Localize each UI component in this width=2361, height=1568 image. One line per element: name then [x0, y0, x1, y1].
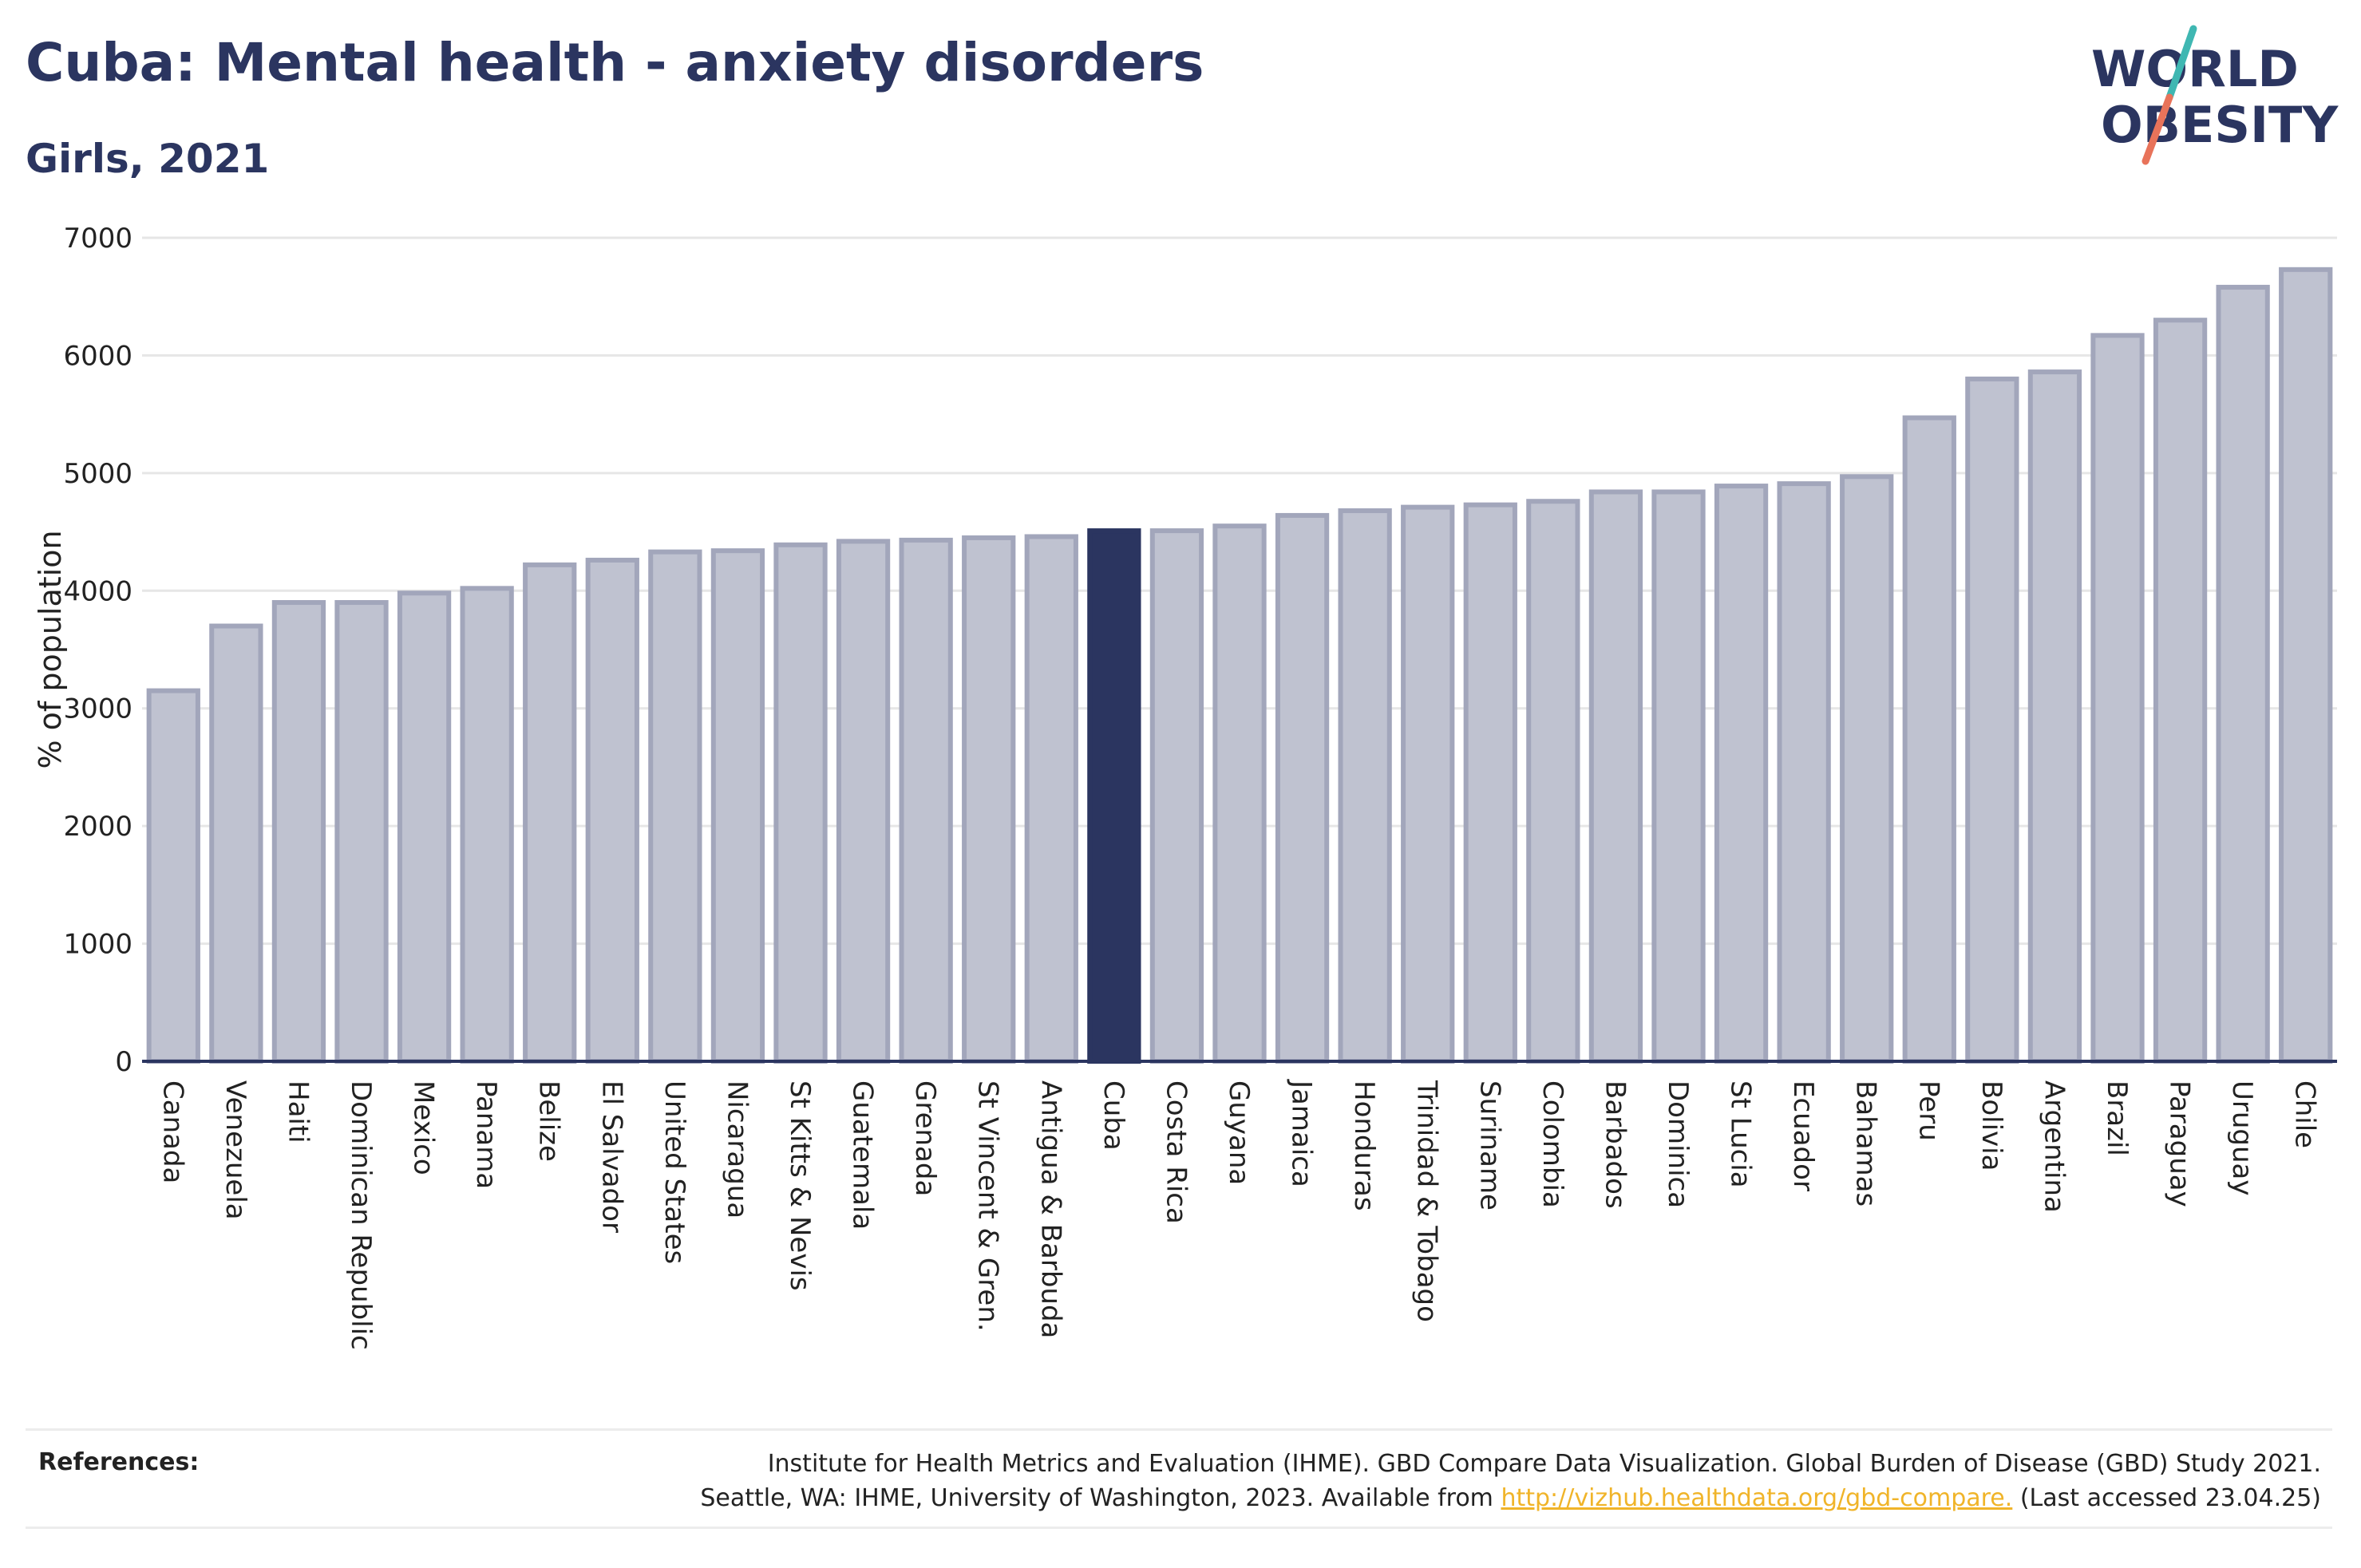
bar-chile	[2279, 267, 2333, 1064]
chart-title: Cuba: Mental health - anxiety disorders	[26, 32, 1204, 93]
bar-jamaica	[1275, 512, 1330, 1064]
bar-bahamas	[1840, 474, 1894, 1064]
reference-line-2: Seattle, WA: IHME, University of Washing…	[700, 1481, 2321, 1515]
logo-slash-coral	[2142, 93, 2173, 165]
reference-line-1: Institute for Health Metrics and Evaluat…	[767, 1450, 2321, 1478]
bar-st-lucia	[1714, 484, 1769, 1064]
bar-st-vincent-gren-	[962, 535, 1016, 1064]
bar-cuba	[1087, 528, 1141, 1064]
x-tick-label: Uruguay	[2226, 1080, 2258, 1196]
x-tick-label: Grenada	[909, 1080, 941, 1196]
x-tick-label: El Salvador	[595, 1080, 627, 1233]
x-tick-label: Canada	[156, 1080, 188, 1183]
bar-antigua-barbuda	[1024, 534, 1078, 1064]
reference-line-2-end: (Last accessed 23.04.25)	[2012, 1484, 2321, 1512]
bar-barbados	[1588, 489, 1643, 1064]
x-tick-label: Colombia	[1536, 1080, 1568, 1208]
logo-line-2: OBESITY	[2101, 96, 2339, 154]
x-tick-label: Haiti	[282, 1080, 314, 1143]
x-tick-label: Honduras	[1348, 1080, 1380, 1211]
y-tick-label: 6000	[63, 340, 132, 372]
x-tick-label: Bolivia	[1975, 1080, 2007, 1171]
bar-mexico	[397, 590, 452, 1064]
x-tick-label: Nicaragua	[721, 1080, 753, 1218]
bar-grenada	[899, 537, 953, 1064]
bars	[146, 267, 2333, 1064]
x-tick-label: St Vincent & Gren.	[972, 1080, 1004, 1332]
bar-el-salvador	[585, 557, 639, 1064]
x-tick-label: Mexico	[408, 1080, 440, 1175]
bar-canada	[146, 688, 200, 1064]
bar-panama	[460, 586, 514, 1064]
bar-trinidad-tobago	[1401, 504, 1455, 1064]
x-tick-label: Chile	[2289, 1080, 2321, 1148]
bar-bolivia	[1965, 376, 2019, 1064]
x-tick-label: Barbados	[1599, 1080, 1631, 1209]
bar-dominican-republic	[334, 600, 389, 1064]
x-tick-label: Panama	[470, 1080, 502, 1189]
bar-nicaragua	[710, 548, 765, 1064]
bar-honduras	[1338, 508, 1392, 1064]
x-tick-label: Trinidad & Tobago	[1411, 1080, 1443, 1322]
y-axis-title: % of population	[33, 530, 68, 768]
x-tick-label: St Lucia	[1725, 1080, 1757, 1188]
bar-colombia	[1526, 499, 1580, 1064]
x-tick-label: Peru	[1912, 1080, 1944, 1141]
x-tick-label: Costa Rica	[1160, 1080, 1192, 1224]
references-box: References: Institute for Health Metrics…	[26, 1428, 2332, 1529]
x-tick-label: United States	[658, 1080, 690, 1264]
logo-slash-teal	[2165, 25, 2197, 101]
tick-labels: 0 1000 2000 3000 4000 5000 6000 7000 % of popula…	[33, 223, 2321, 1350]
references-text: Institute for Health Metrics and Evaluat…	[700, 1447, 2321, 1515]
y-tick-label: 1000	[63, 929, 132, 961]
y-tick-label: 0	[115, 1046, 132, 1078]
x-tick-label: Paraguay	[2164, 1080, 2196, 1207]
x-tick-label: Cuba	[1097, 1080, 1129, 1151]
bar-uruguay	[2216, 284, 2270, 1064]
x-tick-label: Brazil	[2101, 1080, 2133, 1156]
x-tick-label: Antigua & Barbuda	[1034, 1080, 1066, 1338]
bar-peru	[1902, 415, 1956, 1064]
x-tick-label: Jamaica	[1286, 1079, 1318, 1187]
bar-brazil	[2090, 333, 2145, 1064]
y-tick-label: 5000	[63, 458, 132, 490]
reference-link[interactable]: http://vizhub.healthdata.org/gbd-compare…	[1501, 1484, 2013, 1512]
x-tick-label: Suriname	[1473, 1080, 1505, 1211]
bar-venezuela	[209, 623, 263, 1064]
x-tick-label: Bahamas	[1850, 1080, 1882, 1207]
bar-st-kitts-nevis	[773, 542, 828, 1064]
chart-subtitle: Girls, 2021	[26, 136, 270, 182]
bar-guatemala	[836, 539, 891, 1064]
y-tick-label: 2000	[63, 811, 132, 843]
bar-dominica	[1651, 489, 1706, 1064]
y-tick-label: 4000	[63, 575, 132, 607]
y-tick-label: 7000	[63, 223, 132, 255]
bar-united-states	[648, 549, 702, 1064]
bar-haiti	[271, 600, 326, 1064]
bar-argentina	[2027, 369, 2082, 1064]
bar-costa-rica	[1149, 528, 1204, 1064]
logo-line-1: WORLD	[2091, 40, 2299, 98]
x-tick-label: Dominica	[1662, 1080, 1694, 1208]
x-tick-label: Belize	[533, 1080, 565, 1162]
x-tick-label: Guatemala	[847, 1080, 879, 1230]
world-obesity-logo: WORLD OBESITY	[2091, 25, 2339, 165]
x-tick-label: Guyana	[1223, 1080, 1255, 1185]
bar-paraguay	[2153, 318, 2208, 1064]
x-tick-label: Venezuela	[219, 1080, 251, 1220]
x-tick-label: St Kitts & Nevis	[784, 1080, 816, 1291]
x-tick-label: Argentina	[2038, 1080, 2070, 1213]
bar-belize	[523, 562, 577, 1064]
bar-suriname	[1463, 502, 1517, 1064]
reference-line-2-start: Seattle, WA: IHME, University of Washing…	[700, 1484, 1501, 1512]
x-tick-label: Dominican Republic	[345, 1080, 377, 1350]
bar-ecuador	[1777, 481, 1831, 1064]
references-label: References:	[38, 1448, 200, 1476]
bar-guyana	[1212, 523, 1267, 1064]
bar-chart: 0 1000 2000 3000 4000 5000 6000 7000 % of popula…	[33, 223, 2337, 1350]
x-tick-label: Ecuador	[1787, 1080, 1819, 1191]
y-tick-label: 3000	[63, 693, 132, 725]
